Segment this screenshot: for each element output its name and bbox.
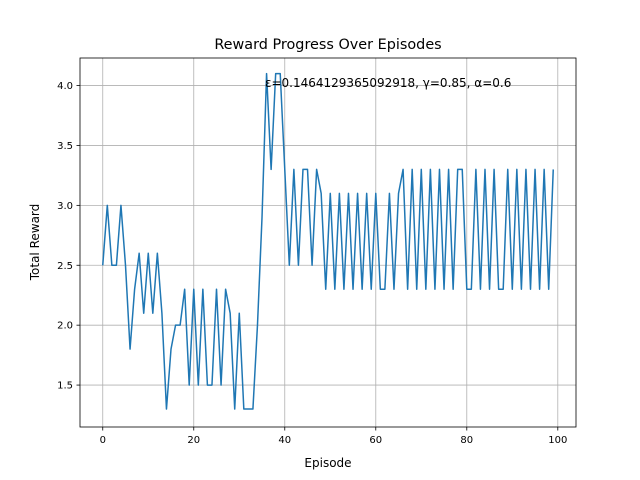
x-tick-label: 0 bbox=[100, 435, 106, 446]
x-axis-ticks: 0 20 40 60 80 100 bbox=[100, 427, 567, 446]
y-axis-label: Total Reward bbox=[28, 204, 42, 282]
x-tick-label: 60 bbox=[369, 435, 382, 446]
x-tick-label: 20 bbox=[187, 435, 200, 446]
reward-series-line bbox=[102, 72, 554, 410]
plot-frame bbox=[79, 57, 577, 428]
y-axis-ticks: 1.5 2.0 2.5 3.0 3.5 4.0 bbox=[57, 81, 80, 392]
x-tick-label: 40 bbox=[278, 435, 291, 446]
chart-title: Reward Progress Over Episodes bbox=[214, 37, 441, 53]
x-tick-label: 100 bbox=[548, 435, 567, 446]
x-axis-label: Episode bbox=[304, 456, 351, 470]
y-tick-label: 2.5 bbox=[57, 261, 73, 272]
y-tick-label: 2.0 bbox=[57, 321, 73, 332]
y-tick-label: 1.5 bbox=[57, 381, 73, 392]
y-tick-label: 3.5 bbox=[57, 141, 73, 152]
y-tick-label: 4.0 bbox=[57, 81, 73, 92]
x-tick-label: 80 bbox=[460, 435, 473, 446]
y-tick-label: 3.0 bbox=[57, 201, 73, 212]
parameter-annotation: ε=0.1464129365092918, γ=0.85, α=0.6 bbox=[265, 76, 511, 90]
